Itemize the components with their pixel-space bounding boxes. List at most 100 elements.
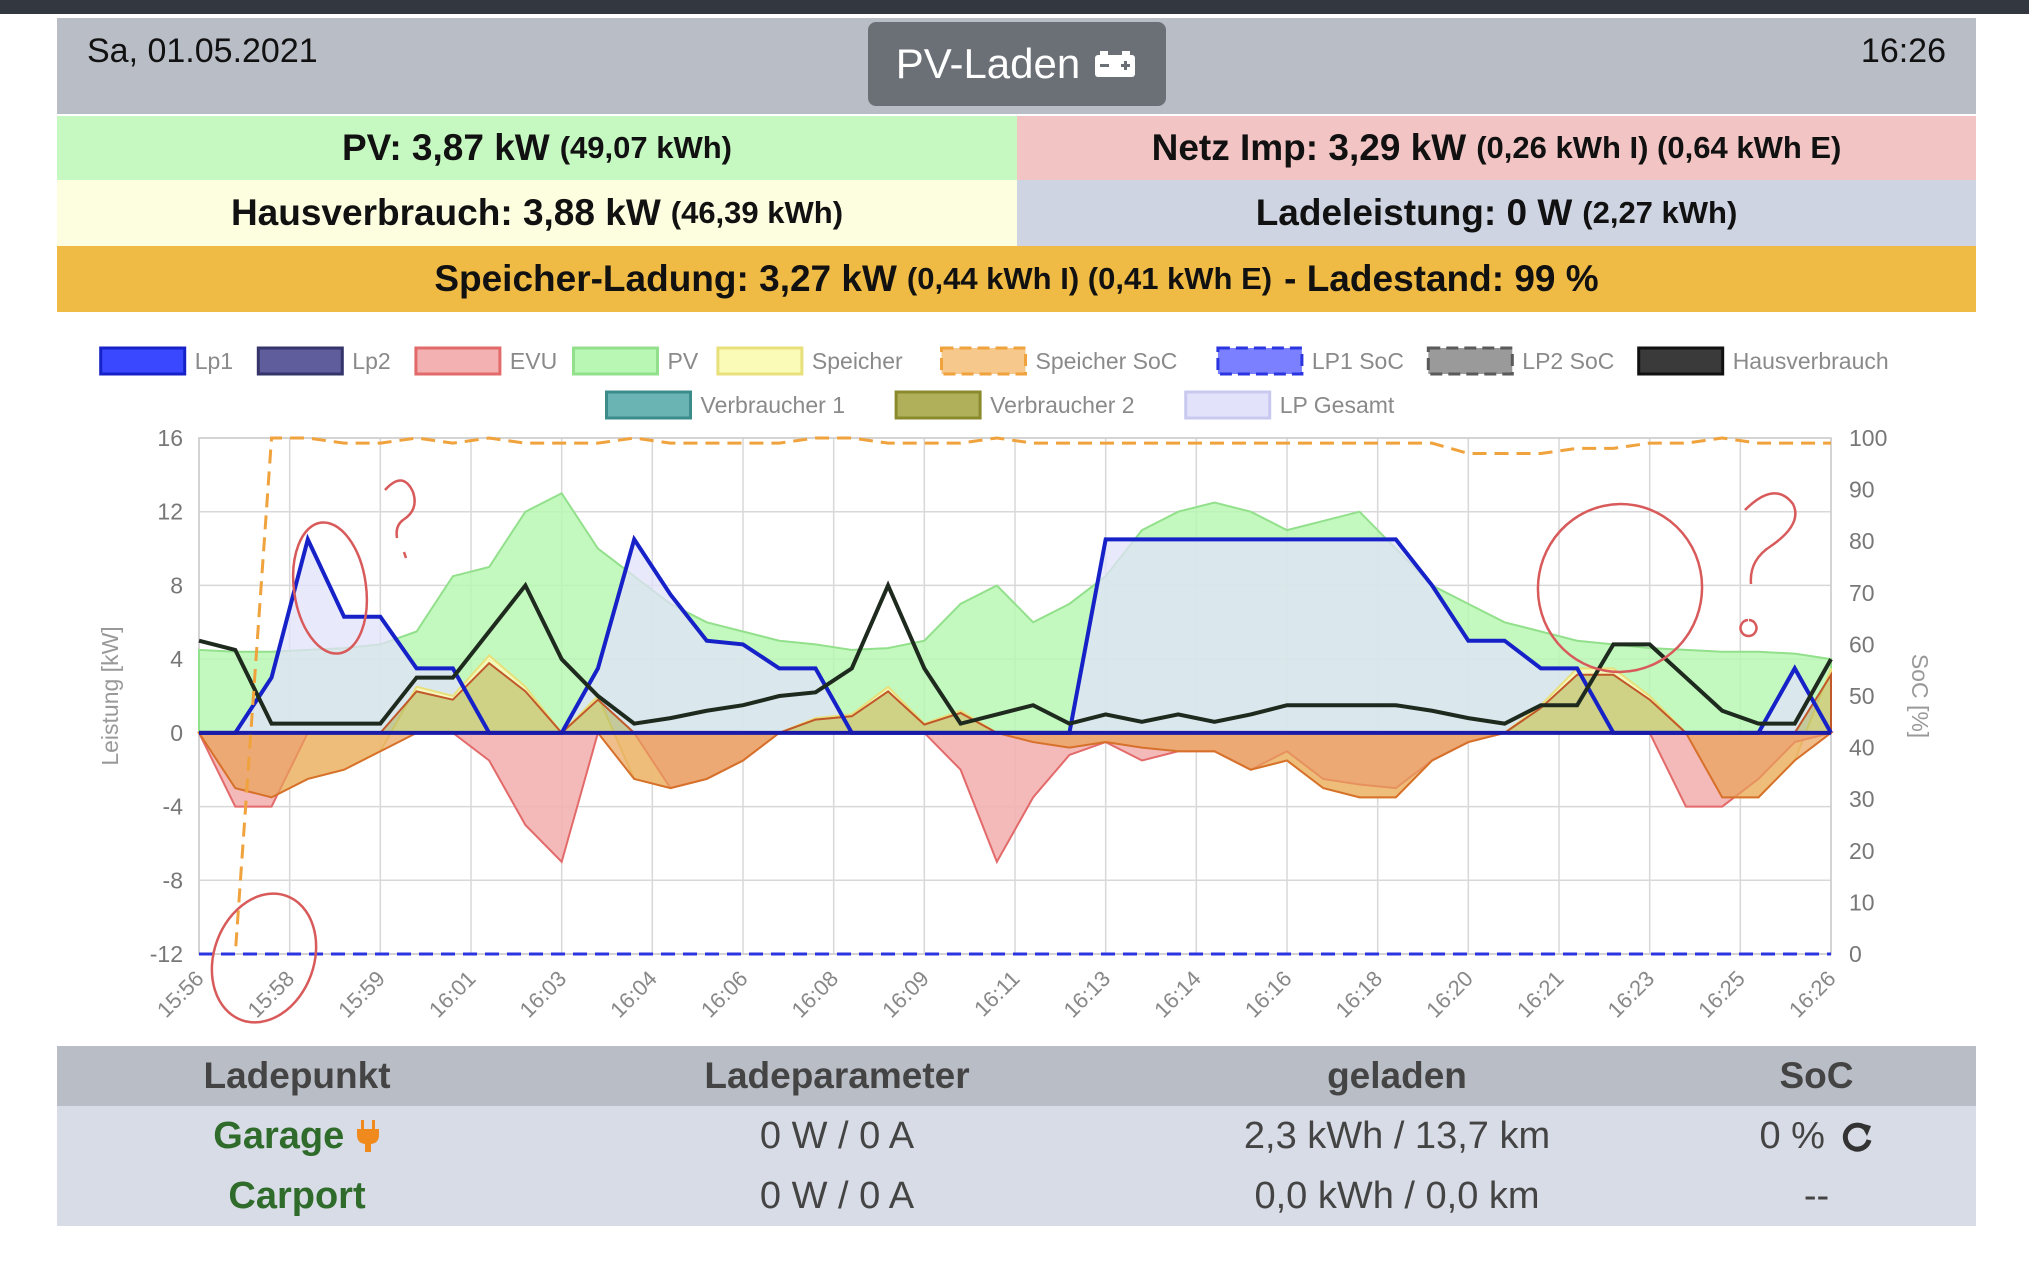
hausverbrauch-line	[198, 580, 1833, 726]
col-header-soc: SoC	[1779, 1055, 1854, 1096]
x-tick-label: 16:16	[1240, 966, 1297, 1023]
legend-swatch	[940, 346, 1027, 376]
legend-swatch	[414, 346, 502, 376]
charge-mode-label: PV-Laden	[895, 40, 1081, 87]
x-tick-label: 16:06	[696, 966, 753, 1023]
legend-label: Verbraucher 1	[701, 392, 845, 418]
x-tick-label: 16:26	[1784, 966, 1841, 1023]
x-tick-label: 16:01	[424, 966, 481, 1023]
y2-axis-title: SoC [%]	[1907, 654, 1933, 738]
grid-status: Netz Imp: 3,29 kW (0,26 kWh I) (0,64 kWh…	[1017, 116, 1976, 180]
charged-amount: 0,0 kWh / 0,0 km	[1254, 1174, 1540, 1217]
x-tick-label: 16:03	[515, 966, 572, 1023]
x-tick-label: 16:20	[1421, 966, 1478, 1023]
table-header: Ladepunkt Ladeparameter geladen SoC	[57, 1046, 1976, 1106]
x-tick-label: 16:04	[605, 966, 662, 1023]
y2-tick-label: 0	[1849, 941, 1862, 967]
legend-swatch	[894, 390, 982, 420]
legend-label: Hausverbrauch	[1733, 348, 1889, 374]
y-tick-label: 0	[170, 720, 183, 746]
annotation-circle	[210, 892, 318, 1024]
table-row[interactable]: Carport 0 W / 0 A 0,0 kWh / 0,0 km --	[57, 1166, 1976, 1226]
date-label: Sa, 01.05.2021	[87, 32, 318, 70]
legend-swatch	[605, 390, 692, 420]
soc-value: 0 %	[1759, 1114, 1825, 1157]
legend-label: Lp1	[195, 348, 233, 374]
table-row[interactable]: Garage 0 W / 0 A 2,3 kWh / 13,7 km 0 %	[57, 1106, 1976, 1166]
legend-swatch	[256, 346, 344, 376]
annotation-circle	[291, 521, 369, 655]
legend-label: LP1 SoC	[1312, 348, 1404, 374]
charge-params: 0 W / 0 A	[759, 1174, 915, 1217]
legend-swatch	[99, 346, 187, 376]
power-chart: Lp1 Lp2 EVU PV Speicher Speicher SoC LP1 SoC LP…	[97, 346, 1933, 1024]
house-energy: (46,39 kWh)	[670, 195, 844, 230]
y2-tick-label: 70	[1849, 580, 1875, 606]
y2-tick-label: 10	[1849, 889, 1875, 915]
y2-tick-label: 100	[1849, 425, 1887, 451]
grid-energy: (0,26 kWh I) (0,64 kWh E)	[1476, 130, 1842, 165]
charged-amount: 2,3 kWh / 13,7 km	[1243, 1114, 1551, 1157]
legend-swatch	[572, 346, 659, 376]
storage-status: Speicher-Ladung: 3,27 kW (0,44 kWh I) (0…	[57, 246, 1976, 312]
y-tick-label: 12	[157, 499, 183, 525]
legend-swatch	[1216, 346, 1304, 376]
charge-params: 0 W / 0 A	[759, 1114, 915, 1157]
charging-energy: (2,27 kWh)	[1582, 195, 1738, 230]
y2-tick-label: 80	[1849, 528, 1875, 554]
x-tick-label: 15:59	[333, 966, 390, 1023]
storage-power: Speicher-Ladung: 3,27 kW	[434, 258, 897, 299]
pv-status: PV: 3,87 kW (49,07 kWh)	[57, 116, 1017, 180]
chargepoint-name[interactable]: Carport	[228, 1174, 366, 1217]
legend-swatch	[1184, 390, 1272, 420]
x-tick-label: 16:21	[1512, 966, 1569, 1023]
lp-gesamt-area	[199, 539, 1831, 733]
house-status: Hausverbrauch: 3,88 kW (46,39 kWh)	[57, 180, 1017, 246]
legend-label: EVU	[510, 348, 557, 374]
col-header-ladepunkt: Ladepunkt	[203, 1055, 391, 1096]
house-power: Hausverbrauch: 3,88 kW	[230, 192, 661, 233]
x-tick-label: 15:58	[243, 966, 300, 1023]
pv-energy: (49,07 kWh)	[559, 130, 732, 165]
annotation-circle	[1536, 502, 1704, 674]
x-tick-label: 16:09	[877, 966, 934, 1023]
storage-energy: (0,44 kWh I) (0,41 kWh E)	[906, 261, 1273, 296]
x-tick-label: 16:25	[1693, 966, 1750, 1023]
x-tick-label: 16:11	[969, 966, 1024, 1021]
grid-power: Netz Imp: 3,29 kW	[1151, 127, 1467, 168]
soc-value: --	[1803, 1174, 1830, 1217]
storage-soc: - Ladestand: 99 %	[1284, 258, 1599, 299]
refresh-icon[interactable]	[1840, 1120, 1874, 1154]
x-tick-label: 16:13	[1059, 966, 1116, 1023]
y2-tick-label: 20	[1849, 838, 1875, 864]
y2-tick-label: 60	[1849, 631, 1875, 657]
y2-tick-label: 90	[1849, 477, 1875, 503]
legend-label: PV	[668, 348, 699, 374]
x-tick-label: 16:18	[1331, 966, 1388, 1023]
charging-power: Ladeleistung: 0 W	[1255, 192, 1573, 233]
battery-icon	[1095, 51, 1136, 77]
col-header-ladeparameter: Ladeparameter	[704, 1055, 970, 1096]
legend-label: LP Gesamt	[1280, 392, 1395, 418]
chargepoint-name[interactable]: Garage	[213, 1114, 345, 1157]
legend-label: Speicher	[812, 348, 903, 374]
x-tick-label: 16:23	[1603, 966, 1660, 1023]
x-tick-label: 15:56	[152, 966, 209, 1023]
legend-label: Lp2	[352, 348, 390, 374]
top-bar	[0, 0, 2029, 14]
x-tick-label: 16:08	[787, 966, 844, 1023]
legend-label: LP2 SoC	[1522, 348, 1614, 374]
y-tick-label: -8	[163, 867, 183, 893]
y2-tick-label: 50	[1849, 683, 1875, 709]
time-label: 16:26	[1860, 32, 1946, 70]
speicher-soc-line	[199, 436, 1831, 956]
annotation-question-mark	[1739, 492, 1797, 638]
y-tick-label: 16	[157, 425, 183, 451]
charging-status: Ladeleistung: 0 W (2,27 kWh)	[1017, 180, 1976, 246]
legend-label: Speicher SoC	[1036, 348, 1178, 374]
x-tick-label: 16:14	[1149, 966, 1206, 1023]
charge-mode-button[interactable]: PV-Laden	[868, 22, 1166, 106]
legend-swatch	[1426, 346, 1514, 376]
pv-power: PV: 3,87 kW	[342, 127, 550, 168]
y-tick-label: -12	[150, 941, 183, 967]
